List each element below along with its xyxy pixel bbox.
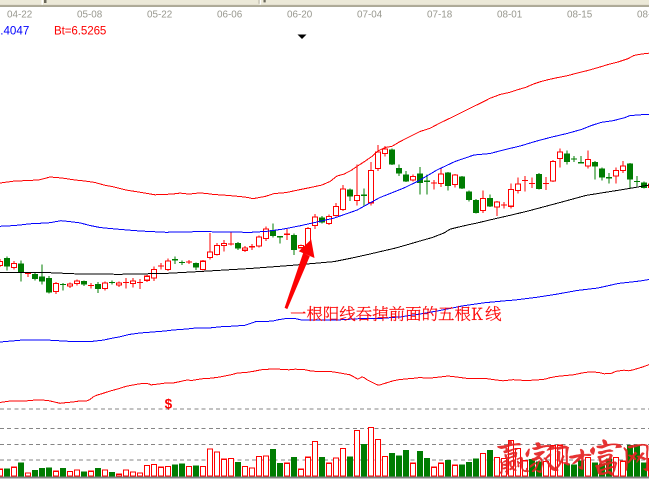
- svg-text:06-06: 06-06: [217, 10, 243, 21]
- svg-text:05-08: 05-08: [77, 10, 103, 21]
- svg-text:Bt=6.5265: Bt=6.5265: [54, 24, 106, 37]
- svg-text:07-18: 07-18: [427, 10, 453, 21]
- svg-text:$: $: [165, 396, 173, 411]
- svg-text:04-22: 04-22: [7, 10, 32, 21]
- svg-text:06-20: 06-20: [287, 10, 313, 21]
- svg-text:08-01: 08-01: [497, 10, 523, 21]
- svg-text:08-15: 08-15: [567, 10, 593, 21]
- svg-text:05-22: 05-22: [147, 10, 172, 21]
- svg-text:6.4047: 6.4047: [0, 24, 29, 37]
- svg-text:07-04: 07-04: [357, 10, 383, 21]
- svg-text:08-29: 08-29: [637, 10, 649, 21]
